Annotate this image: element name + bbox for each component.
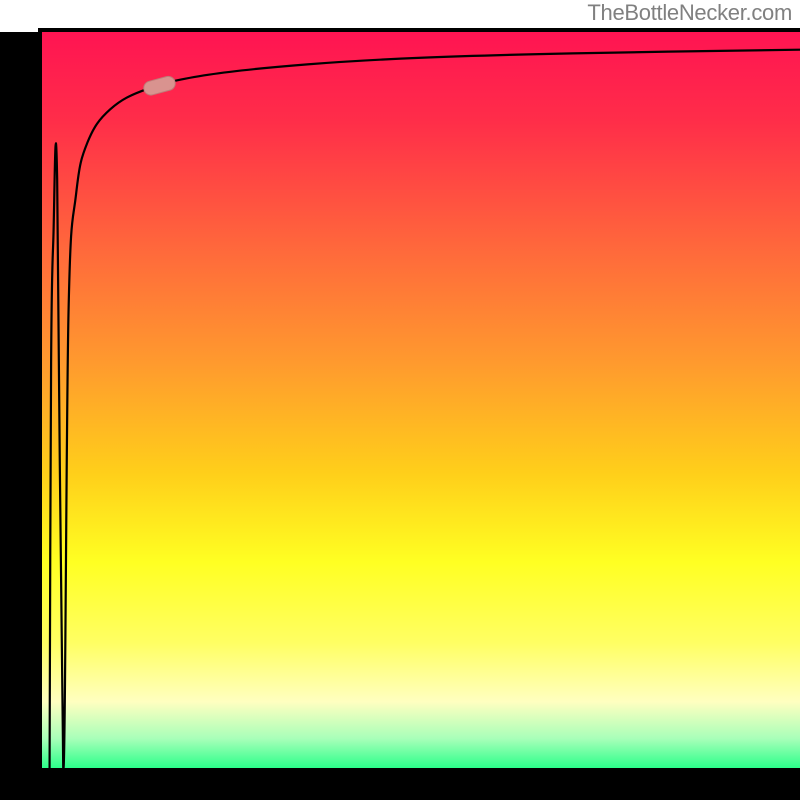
top-margin <box>0 0 800 32</box>
plot-background <box>42 32 800 768</box>
bottleneck-chart <box>0 0 800 800</box>
chart-container: TheBottleNecker.com <box>0 0 800 800</box>
